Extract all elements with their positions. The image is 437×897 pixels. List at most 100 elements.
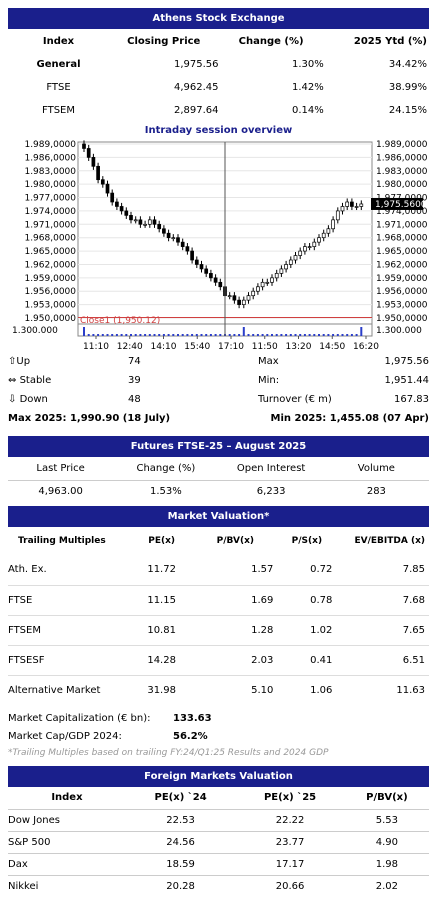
candle-body [307, 246, 312, 248]
candle-body [298, 250, 303, 256]
volume-bar [228, 334, 231, 336]
turnover-value: 167.83 [394, 394, 429, 405]
volume-bar [256, 334, 259, 336]
volume-bars [83, 327, 363, 336]
intraday-chart: 1.989,0000 1.986,0000 1.983,0000 1.980,0000… [8, 140, 429, 352]
y-tick-label: 1.950,0000 [24, 314, 76, 324]
candle-body [119, 206, 124, 212]
candle-body [359, 203, 364, 207]
volume-bar [336, 334, 339, 336]
table-row: Dax 18.59 17.17 1.98 [8, 852, 429, 875]
candle-body [110, 192, 115, 203]
foreign-table: Index PE(x) `24 PE(x) `25 P/BV(x) Dow Jo… [8, 787, 429, 897]
y-tick-label: 1.989,0000 [376, 140, 428, 150]
candle-body [176, 237, 180, 243]
y-tick-label: 1.953,0000 [24, 301, 76, 311]
candle-body [227, 295, 232, 298]
gdp-row: Market Cap/GDP 2024: 56.2% [8, 731, 208, 742]
volume-bar [162, 334, 165, 336]
candle-body [185, 246, 190, 252]
volume-bar [111, 334, 114, 336]
volume-bar [285, 334, 288, 336]
candle-body [86, 148, 91, 158]
x-tick-label: 12:40 [117, 342, 143, 352]
y-tick-label: 1.950,0000 [376, 314, 428, 324]
table-row: 4,963.00 1.53% 6,233 283 [8, 479, 429, 503]
volume-bar [177, 334, 179, 336]
volume-bar [195, 334, 198, 336]
candle-body [303, 246, 307, 252]
y-tick-label: 1.962,0000 [24, 260, 76, 270]
x-tick-label: 11:50 [252, 342, 278, 352]
y-tick-label: 1.968,0000 [376, 234, 428, 244]
table-row: General 1,975.56 1.30% 34.42% [36, 59, 427, 70]
table-row: FTSE 4,962.45 1.42% 38.99% [46, 82, 427, 93]
down-value: 48 [128, 394, 141, 405]
max-label: Max [258, 356, 279, 367]
candle-body [326, 228, 331, 234]
y-tick-label: 1.962,0000 [376, 260, 428, 270]
volume-bar [101, 334, 104, 336]
volume-bar [238, 334, 241, 336]
candle-body [194, 259, 199, 265]
candle-body [218, 281, 223, 288]
last-price-label: 1,975.5600 [375, 200, 427, 210]
volume-bar [125, 334, 128, 336]
candle-body [213, 277, 218, 283]
ase-table: Index Closing Price Change (%) 2025 Ytd … [8, 29, 429, 122]
candle-body [312, 241, 317, 247]
y-tick-label: 1.959,0000 [376, 274, 428, 284]
candle-body [124, 210, 129, 216]
volume-bar [214, 334, 217, 336]
y-tick-label: 1.974,0000 [24, 207, 76, 217]
volume-bar [106, 334, 109, 336]
y-tick-label: 1.980,0000 [24, 180, 76, 190]
candle-body [204, 268, 209, 274]
volume-bar [172, 334, 175, 336]
y-tick-label: 1.965,0000 [376, 247, 428, 257]
volume-bar [289, 334, 292, 336]
min-label: Min: [258, 375, 280, 386]
volume-bar [294, 334, 297, 336]
candle-body [279, 268, 284, 274]
volume-bar [134, 334, 137, 336]
x-tick-label: 16:20 [353, 342, 379, 352]
volume-bar [115, 334, 118, 336]
volume-bar [92, 334, 95, 336]
intraday-title: Intraday session overview [144, 125, 293, 136]
x-tick-label: 14:50 [319, 342, 345, 352]
volume-bar [158, 334, 161, 336]
foreign-title-bar: Foreign Markets Valuation [8, 766, 429, 787]
volume-bar [97, 334, 100, 336]
candle-body [171, 237, 176, 240]
candle-body [237, 299, 241, 305]
y-tick-label: 1.956,0000 [24, 287, 76, 297]
candle-body [354, 206, 359, 208]
volume-bar [181, 334, 184, 336]
candle-body [166, 232, 171, 239]
candles [82, 140, 364, 309]
candle-body [143, 223, 147, 226]
candle-body [270, 277, 274, 283]
volume-bar [233, 334, 236, 336]
volume-bar [139, 334, 142, 336]
market-stats: ⇧Up 74 Max 1,975.56 ⇔ Stable 39 Min: 1,9… [8, 352, 429, 428]
volume-label-left: 1.300.000 [12, 326, 58, 336]
y-tick-label: 1.956,0000 [376, 287, 428, 297]
y-tick-label: 1.977,0000 [24, 194, 76, 204]
volume-bar [313, 334, 316, 336]
y-tick-label: 1.959,0000 [24, 274, 76, 284]
min-2025: Min 2025: 1,455.08 (07 Apr) [270, 413, 430, 424]
y-ticks-right: 1.989,0000 1.986,0000 1.983,0000 1.980,0000… [376, 140, 428, 324]
valuation-title-bar: Market Valuation* [8, 506, 429, 527]
volume-bar [148, 334, 151, 336]
candle-body [199, 264, 204, 270]
candle-body [345, 201, 350, 207]
table-row: Nikkei 20.28 20.66 2.02 [8, 874, 429, 897]
y-tick-label: 1.983,0000 [376, 167, 428, 177]
volume-bar [355, 334, 358, 336]
x-tick-label: 13:20 [286, 342, 312, 352]
prev-close-label: Close1 (1,950.12) [80, 316, 160, 326]
volume-bar [186, 334, 189, 336]
volume-bar [205, 334, 208, 336]
